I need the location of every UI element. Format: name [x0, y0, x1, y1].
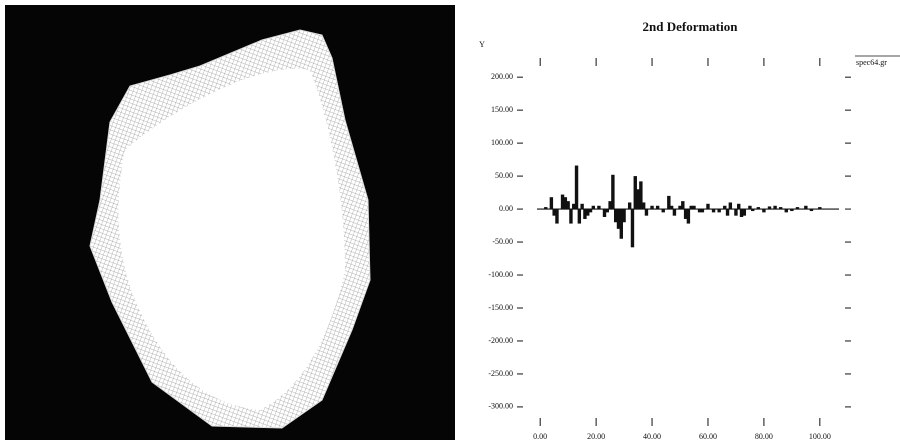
bar — [613, 209, 618, 223]
bar — [809, 209, 814, 212]
y-tick-label: -300.00 — [488, 402, 513, 411]
bar — [583, 209, 587, 219]
x-tick-label: 40.00 — [643, 432, 661, 441]
y-tick-label: -250.00 — [488, 369, 513, 378]
x-tick-label: 20.00 — [587, 432, 605, 441]
x-tick-label: 100.00 — [809, 432, 831, 441]
bar — [580, 203, 584, 210]
bar — [818, 207, 822, 210]
bar — [667, 195, 671, 210]
y-tick-label: -150.00 — [488, 303, 513, 312]
bar — [597, 205, 601, 210]
bar — [739, 209, 744, 217]
bar — [762, 209, 766, 213]
y-tick-label: 0.00 — [499, 204, 513, 213]
y-tick-label: 50.00 — [495, 171, 513, 180]
bar — [692, 205, 696, 210]
bar — [591, 205, 596, 210]
bar — [723, 205, 727, 210]
y-tick-label: 150.00 — [491, 105, 513, 114]
bar — [711, 209, 716, 213]
y-tick-label: -100.00 — [488, 270, 513, 279]
bar — [661, 209, 665, 213]
bar — [717, 209, 721, 213]
bar — [608, 201, 612, 210]
bar — [616, 209, 621, 229]
bar — [795, 207, 800, 210]
bar — [650, 205, 654, 210]
bar — [728, 202, 733, 210]
bar — [555, 209, 559, 224]
bar — [566, 201, 570, 210]
bar — [683, 209, 688, 219]
bar — [627, 202, 632, 210]
legend-entry: spec64.gr — [856, 58, 887, 67]
bar — [742, 209, 747, 216]
bar — [697, 209, 702, 213]
bar — [572, 203, 576, 210]
bar — [751, 209, 755, 212]
bar — [560, 194, 565, 210]
bar — [569, 209, 573, 224]
bar — [669, 205, 674, 210]
y-tick-label: 100.00 — [491, 138, 513, 147]
chart-title: 2nd Deformation — [643, 19, 739, 34]
bar — [790, 209, 794, 212]
bar — [700, 209, 705, 213]
y-tick-label: 200.00 — [491, 72, 513, 81]
bar — [549, 197, 554, 210]
x-tick-label: 60.00 — [699, 432, 717, 441]
bar — [563, 197, 568, 210]
bar — [689, 205, 693, 210]
bar — [804, 205, 808, 210]
y-tick-label: -50.00 — [492, 237, 513, 246]
bar — [725, 209, 730, 216]
bar — [639, 181, 643, 210]
bar — [605, 209, 610, 213]
bar — [544, 207, 548, 210]
bar — [784, 209, 788, 213]
bar — [630, 209, 635, 248]
mesh-shape — [89, 29, 371, 429]
bar — [678, 205, 682, 210]
y-axis-label: Y — [479, 40, 485, 49]
bar — [748, 205, 752, 210]
bar — [602, 209, 607, 217]
bar — [672, 209, 677, 216]
bar — [686, 209, 691, 224]
bar — [706, 203, 710, 210]
bar — [644, 209, 649, 216]
bar — [577, 209, 582, 224]
y-tick-label: -200.00 — [488, 336, 513, 345]
bar — [655, 205, 660, 210]
bar — [611, 174, 615, 210]
bar — [773, 205, 777, 210]
bar — [681, 201, 685, 210]
bar — [756, 207, 761, 210]
x-tick-label: 0.00 — [533, 432, 547, 441]
bar — [633, 176, 637, 210]
bar — [552, 209, 556, 216]
bar — [636, 189, 640, 210]
bar — [588, 209, 593, 213]
bar — [734, 209, 738, 216]
x-tick-label: 80.00 — [755, 432, 773, 441]
bar — [641, 202, 646, 210]
bar — [574, 165, 579, 210]
bar — [622, 209, 626, 223]
bar — [586, 209, 590, 216]
bar — [767, 206, 772, 210]
bar — [737, 203, 741, 210]
bar — [778, 207, 783, 210]
bar — [619, 209, 623, 239]
